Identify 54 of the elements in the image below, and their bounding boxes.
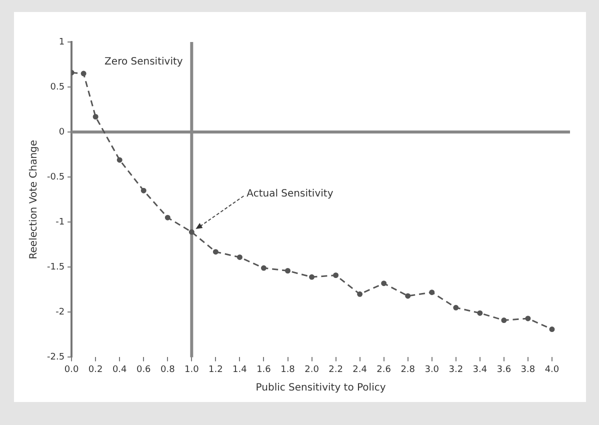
point: [477, 310, 483, 316]
x-tick-label: 2.4: [352, 364, 368, 375]
x-tick-label: 0.2: [88, 364, 103, 375]
point: [285, 268, 290, 274]
x-tick-label: 1.4: [232, 364, 248, 375]
x-tick-label: 2.6: [376, 364, 392, 375]
point: [80, 70, 86, 76]
point: [140, 188, 146, 194]
x-tick-label: 2.2: [328, 364, 343, 375]
point: [357, 291, 363, 297]
x-tick-label: 0.0: [64, 364, 79, 375]
point: [188, 229, 194, 235]
x-tick-label: 1.6: [256, 364, 272, 375]
point: [309, 274, 315, 280]
x-tick-label: 4.0: [544, 364, 560, 375]
y-tick-label: 0.5: [50, 82, 65, 92]
y-tick-label: -1.5: [47, 262, 65, 272]
y-tick-label: -1: [56, 217, 65, 228]
x-tick-label: 3.2: [448, 364, 464, 375]
point: [381, 280, 387, 286]
point: [525, 316, 531, 322]
y-tick-label: 1: [58, 37, 65, 48]
y-axis-title: Reelection Vote Change: [28, 140, 40, 260]
x-tick-label: 2.0: [304, 364, 320, 375]
y-tick-label: -2.5: [47, 352, 65, 363]
point: [92, 114, 98, 120]
y-tick-label: 0: [58, 127, 65, 138]
point: [236, 254, 242, 260]
x-tick-label: 1.2: [208, 364, 223, 375]
x-tick-label: 3.0: [424, 364, 440, 375]
y-tick-label: -0.5: [47, 172, 65, 182]
y-tick-label: -2: [56, 308, 65, 318]
point: [333, 272, 339, 278]
point: [164, 214, 170, 220]
x-tick-label: 0.6: [136, 364, 152, 375]
x-axis-title: Public Sensitivity to Policy: [256, 382, 386, 394]
point: [429, 290, 435, 296]
annotation: Zero Sensitivity: [104, 56, 183, 68]
x-tick-label: 3.4: [472, 364, 488, 375]
x-tick-label: 1.0: [184, 364, 200, 375]
point: [501, 318, 507, 324]
x-tick-label: 0.8: [160, 364, 176, 375]
point: [453, 304, 459, 310]
point: [116, 157, 122, 163]
point: [212, 249, 218, 255]
x-tick-label: 0.4: [112, 364, 128, 375]
annotation: Actual Sensitivity: [246, 188, 334, 200]
point: [549, 326, 555, 332]
point: [260, 265, 266, 271]
point: [405, 293, 411, 299]
x-tick-label: 1.8: [280, 364, 296, 375]
x-tick-label: 3.6: [496, 364, 512, 375]
x-tick-label: 2.8: [400, 364, 416, 375]
x-tick-label: 3.8: [520, 364, 536, 375]
